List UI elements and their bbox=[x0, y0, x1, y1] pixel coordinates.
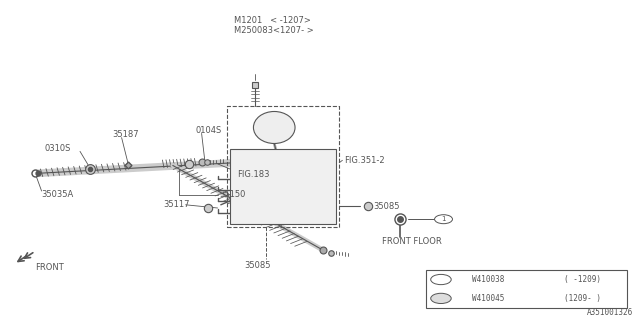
Text: M1201   < -1207>: M1201 < -1207> bbox=[234, 16, 310, 25]
Text: A351001326: A351001326 bbox=[588, 308, 634, 317]
Text: 35035A: 35035A bbox=[42, 190, 74, 199]
Text: ( -1209): ( -1209) bbox=[564, 275, 602, 284]
Text: FRONT FLOOR: FRONT FLOOR bbox=[382, 237, 442, 246]
Bar bbox=[227, 106, 339, 227]
Text: 35187: 35187 bbox=[112, 130, 139, 139]
Circle shape bbox=[435, 215, 452, 224]
Text: 35150: 35150 bbox=[219, 190, 245, 199]
Text: 35085: 35085 bbox=[244, 261, 271, 270]
Ellipse shape bbox=[253, 111, 295, 143]
Text: FIG.351-2: FIG.351-2 bbox=[344, 156, 384, 165]
Circle shape bbox=[431, 293, 451, 303]
Text: 35117: 35117 bbox=[163, 200, 189, 209]
Bar bbox=[426, 270, 627, 308]
Text: W410038: W410038 bbox=[472, 275, 504, 284]
Circle shape bbox=[431, 275, 451, 285]
Text: 0310S: 0310S bbox=[45, 144, 71, 153]
Text: 1: 1 bbox=[438, 295, 444, 301]
Text: (1209- ): (1209- ) bbox=[564, 294, 602, 303]
Text: FRONT: FRONT bbox=[35, 263, 64, 272]
Text: FIG.183: FIG.183 bbox=[237, 170, 269, 179]
Text: M250083<1207- >: M250083<1207- > bbox=[234, 26, 314, 35]
Text: W410045: W410045 bbox=[472, 294, 504, 303]
Text: 1: 1 bbox=[438, 276, 444, 283]
Text: 35085: 35085 bbox=[373, 202, 399, 211]
Text: 0104S: 0104S bbox=[195, 126, 221, 135]
Text: 1: 1 bbox=[441, 216, 446, 222]
Bar bbox=[230, 148, 336, 224]
